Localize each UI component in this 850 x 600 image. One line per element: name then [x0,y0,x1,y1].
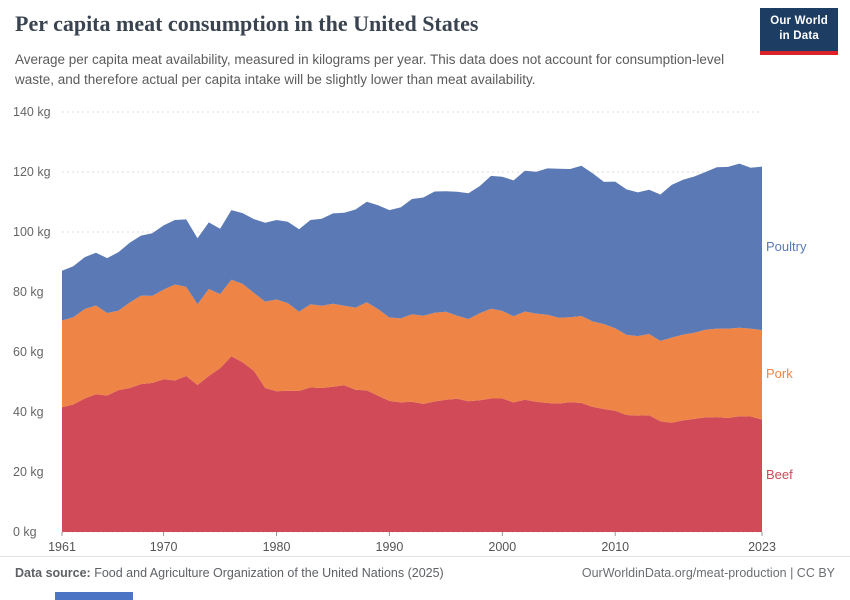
x-tick-label: 1980 [263,540,291,554]
owid-logo[interactable]: Our World in Data [760,8,838,55]
bottom-accent-bar [55,592,133,600]
series-label-beef: Beef [766,466,793,482]
y-tick-label: 60 kg [13,345,44,359]
y-tick-label: 40 kg [13,405,44,419]
area-beef[interactable] [62,356,762,532]
series-label-poultry: Poultry [766,239,807,255]
x-tick-label: 1970 [150,540,178,554]
data-source-label: Data source: [15,566,91,580]
y-tick-label: 140 kg [13,105,51,119]
rights-link[interactable]: OurWorldinData.org/meat-production | CC … [581,566,835,580]
data-source-note: Data source: Food and Agriculture Organi… [15,566,444,580]
y-tick-label: 120 kg [13,165,51,179]
chart-title: Per capita meat consumption in the Unite… [15,11,479,36]
x-tick-label: 2010 [601,540,629,554]
y-tick-label: 20 kg [13,465,44,479]
y-tick-label: 100 kg [13,225,51,239]
y-tick-label: 80 kg [13,285,44,299]
data-source-text: Food and Agriculture Organization of the… [90,566,444,580]
x-tick-label: 2000 [488,540,516,554]
x-tick-label: 1961 [48,540,76,554]
owid-logo-line2: in Data [779,29,819,42]
owid-logo-line1: Our World [770,15,828,27]
x-tick-label: 1990 [376,540,404,554]
series-label-pork: Pork [766,365,793,381]
area-pork[interactable] [62,279,762,423]
y-tick-label: 0 kg [13,525,37,539]
footer-divider [0,556,850,557]
x-tick-label: 2023 [748,540,776,554]
stacked-area-chart[interactable]: 0 kg 20 kg 40 kg 60 kg 80 kg 100 kg 120 kg 140 … [0,94,850,564]
chart-area[interactable]: 0 kg 20 kg 40 kg 60 kg 80 kg 100 kg 120 kg 140 … [0,94,850,564]
area-poultry[interactable] [62,163,762,341]
chart-subtitle: Average per capita meat availability, me… [15,52,725,88]
